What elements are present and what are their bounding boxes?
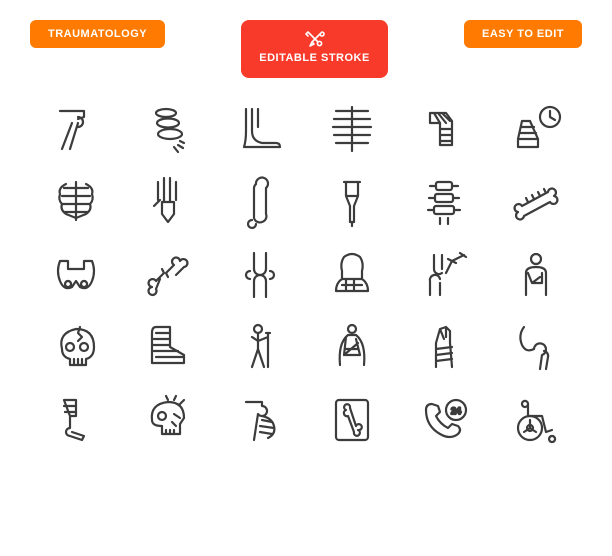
ribcage-icon (48, 174, 104, 230)
lumbar-spine-icon (416, 174, 472, 230)
skull-broken-icon (140, 392, 196, 448)
pelvis-icon (48, 247, 104, 303)
shoulder-sling-icon (324, 319, 380, 375)
leg-prosthetic-icon (48, 392, 104, 448)
knee-joint-icon (232, 247, 288, 303)
wheelchair-icon (508, 392, 564, 448)
hand-xray-icon (140, 174, 196, 230)
broken-bone-icon (140, 247, 196, 303)
shoulder-ribcage-icon (232, 392, 288, 448)
badge-center-label: EDITABLE STROKE (259, 52, 370, 64)
hip-joint-icon (508, 319, 564, 375)
spine-vertebrae-icon (324, 101, 380, 157)
tools-icon (304, 30, 326, 48)
icon-grid: 24 (0, 88, 612, 548)
spine-discs-icon (140, 101, 196, 157)
joint-injection-icon (416, 247, 472, 303)
person-crutch-icon (232, 319, 288, 375)
crutch-icon (324, 174, 380, 230)
wrist-brace-icon (416, 319, 472, 375)
badge-traumatology: TRAUMATOLOGY (30, 20, 165, 48)
badge-left-label: TRAUMATOLOGY (48, 28, 147, 40)
phone-24h-icon: 24 (416, 392, 472, 448)
badge-editable-stroke: EDITABLE STROKE (241, 20, 388, 78)
badge-right-label: EASY TO EDIT (482, 28, 564, 40)
foot-ankle-icon (232, 101, 288, 157)
bone-plate-icon (508, 174, 564, 230)
badge-easy-to-edit: EASY TO EDIT (464, 20, 582, 48)
foot-cast-icon (140, 319, 196, 375)
femur-bone-icon (232, 174, 288, 230)
phone-24-text: 24 (451, 406, 461, 416)
shoulder-joint-icon (48, 101, 104, 157)
leg-cast-clock-icon (508, 101, 564, 157)
arm-sling-person-icon (508, 247, 564, 303)
skull-crack-icon (48, 319, 104, 375)
header-bar: TRAUMATOLOGY EDITABLE STROKE EASY TO EDI… (0, 0, 612, 88)
neck-collar-icon (324, 247, 380, 303)
xray-screen-icon (324, 392, 380, 448)
arm-cast-icon (416, 101, 472, 157)
